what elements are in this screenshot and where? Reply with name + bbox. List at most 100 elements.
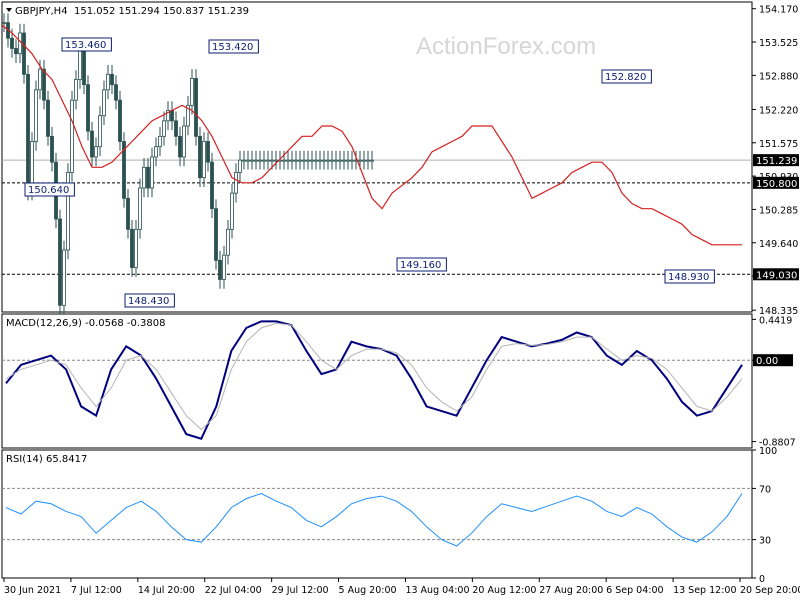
time-axis-label: 29 Jul 12:00 xyxy=(272,585,329,596)
candle-body xyxy=(362,159,366,162)
price-label: 148.430 xyxy=(128,296,169,307)
candle-body xyxy=(38,68,42,91)
candle-body xyxy=(234,172,238,194)
time-axis-label: 13 Sep 12:00 xyxy=(673,585,736,596)
candle-body xyxy=(42,68,46,101)
candle-body xyxy=(62,249,66,306)
price-label-box xyxy=(24,182,75,197)
candle-body xyxy=(366,159,370,162)
candle-body xyxy=(10,37,14,49)
price-label: 149.160 xyxy=(400,260,441,271)
candle-body xyxy=(238,159,242,173)
candle-body xyxy=(218,259,222,280)
rsi-axis-label: 70 xyxy=(759,484,771,495)
rsi-line xyxy=(5,492,743,547)
candle-body xyxy=(58,218,62,306)
time-axis-label: 22 Jul 04:00 xyxy=(205,585,262,596)
candle-body xyxy=(46,99,50,137)
price-label: 153.460 xyxy=(65,40,106,51)
price-tag: 151.239 xyxy=(756,156,797,167)
candle-body xyxy=(270,159,274,162)
candle-body xyxy=(326,159,330,162)
price-label-box xyxy=(208,39,259,54)
price-axis-label: 150.285 xyxy=(759,205,798,216)
candle-body xyxy=(250,159,254,162)
candle-body xyxy=(202,141,206,179)
candle-body xyxy=(358,159,362,162)
moving-average-line xyxy=(1,24,742,246)
price-axis-label: 151.575 xyxy=(759,139,798,150)
macd-panel-frame xyxy=(1,313,753,449)
macd-axis-label: 0.4419 xyxy=(759,315,792,326)
candle-body xyxy=(130,228,134,268)
rsi-axis-label: 0 xyxy=(759,574,765,585)
price-label-box xyxy=(396,257,447,272)
candle-body xyxy=(282,159,286,162)
rsi-panel-frame xyxy=(1,449,753,579)
candle-body xyxy=(210,161,214,210)
candle-body xyxy=(222,254,226,280)
candle-body xyxy=(126,197,130,230)
candle-body xyxy=(66,172,70,251)
candle-body xyxy=(182,125,186,158)
candle-body xyxy=(106,73,110,91)
candle-body xyxy=(258,159,262,162)
candle-body xyxy=(310,159,314,162)
candle-body xyxy=(14,48,18,55)
candle-body xyxy=(178,135,182,158)
candle-body xyxy=(198,135,202,179)
rsi-axis-label: 100 xyxy=(759,446,777,457)
candle-body xyxy=(262,159,266,162)
candle-body xyxy=(346,159,350,162)
candle-body xyxy=(50,135,54,163)
macd-tag-box xyxy=(753,354,793,367)
candle-body xyxy=(370,159,374,162)
candle-body xyxy=(174,120,178,137)
candle-body xyxy=(2,22,6,25)
ohlc-readout: 151.052 151.294 150.837 151.239 xyxy=(74,6,249,17)
price-tag-box xyxy=(753,268,799,281)
candle-body xyxy=(318,159,322,162)
candle-body xyxy=(242,159,246,162)
candle-body xyxy=(18,32,22,55)
candle-body xyxy=(114,84,118,101)
macd-title: MACD(12,26,9) -0.0568 -0.3808 xyxy=(6,318,166,329)
candle-body xyxy=(150,156,154,189)
candle-body xyxy=(134,228,138,268)
time-axis-label: 14 Jul 20:00 xyxy=(138,585,195,596)
candle-body xyxy=(146,166,150,189)
candle-body xyxy=(230,192,234,230)
signal-line xyxy=(5,322,743,431)
candle-body xyxy=(342,159,346,162)
candle-body xyxy=(118,99,122,142)
price-label-box xyxy=(124,293,175,308)
candle-body xyxy=(266,159,270,162)
price-tag-box xyxy=(753,176,799,189)
candle-body xyxy=(166,110,170,122)
price-label: 150.640 xyxy=(28,185,69,196)
price-tag: 149.030 xyxy=(756,270,797,281)
candle-body xyxy=(330,159,334,162)
candle-body xyxy=(170,110,174,122)
candle-body xyxy=(34,89,38,142)
price-tag-box xyxy=(753,154,799,167)
candle-body xyxy=(110,73,114,86)
macd-line xyxy=(5,320,743,440)
candle-body xyxy=(298,159,302,162)
candle-body xyxy=(194,78,198,137)
time-axis-label: 20 Sep 20:00 xyxy=(740,585,800,596)
candle-body xyxy=(226,228,230,256)
candle-body xyxy=(306,159,310,162)
candle-body xyxy=(94,146,98,158)
price-axis-label: 152.880 xyxy=(759,71,798,82)
candle-body xyxy=(206,141,210,163)
candle-body xyxy=(322,159,326,162)
macd-tag: 0.00 xyxy=(756,356,778,367)
candle-body xyxy=(190,78,194,106)
price-axis-label: 154.170 xyxy=(759,5,798,16)
candle-body xyxy=(26,73,30,192)
price-axis-label: 149.640 xyxy=(759,239,798,250)
candle-body xyxy=(338,159,342,162)
candle-body xyxy=(246,159,250,162)
